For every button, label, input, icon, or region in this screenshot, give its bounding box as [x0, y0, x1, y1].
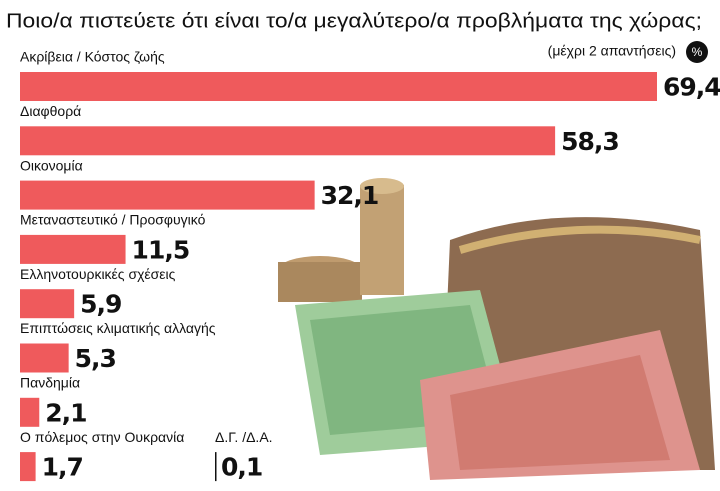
category-label: Ο πόλεμος στην Ουκρανία: [20, 429, 184, 445]
bar: [20, 289, 75, 319]
chart-title: Ποιο/α πιστεύετε ότι είναι το/α μεγαλύτε…: [6, 10, 702, 32]
bar: [20, 72, 657, 101]
bar: [20, 343, 69, 373]
value-label: 32,1: [321, 181, 379, 210]
extra-bar: [215, 452, 217, 482]
value-label: 11,5: [132, 235, 190, 264]
value-label: 5,9: [80, 290, 121, 319]
background-illustration: [278, 178, 715, 480]
bar: [20, 397, 40, 427]
category-label: Μεταναστευτικό / Προσφυγικό: [20, 212, 206, 228]
extra-label: Δ.Γ. /Δ.Α.: [215, 429, 273, 445]
unit-label: %: [692, 45, 703, 59]
category-label: Οικονομία: [20, 157, 83, 173]
category-label: Πανδημία: [20, 375, 80, 391]
extra-value-label: 0,1: [221, 453, 262, 482]
value-label: 1,7: [42, 453, 83, 482]
bar: [20, 180, 315, 210]
value-label: 69,4: [663, 73, 720, 102]
category-label: Ελληνοτουρκικές σχέσεις: [20, 266, 176, 282]
category-label: Διαφθορά: [20, 103, 81, 119]
bar: [20, 452, 36, 482]
bar: [20, 126, 556, 156]
unit-badge: [686, 41, 708, 63]
bar: [20, 234, 126, 264]
category-label: Επιπτώσεις κλιματικής αλλαγής: [20, 320, 216, 336]
category-label: Ακρίβεια / Κόστος ζωής: [20, 49, 165, 65]
value-label: 2,1: [45, 398, 86, 427]
value-label: 5,3: [75, 344, 116, 373]
chart-subtitle: (μέχρι 2 απαντήσεις): [548, 43, 676, 59]
value-label: 58,3: [561, 127, 619, 156]
